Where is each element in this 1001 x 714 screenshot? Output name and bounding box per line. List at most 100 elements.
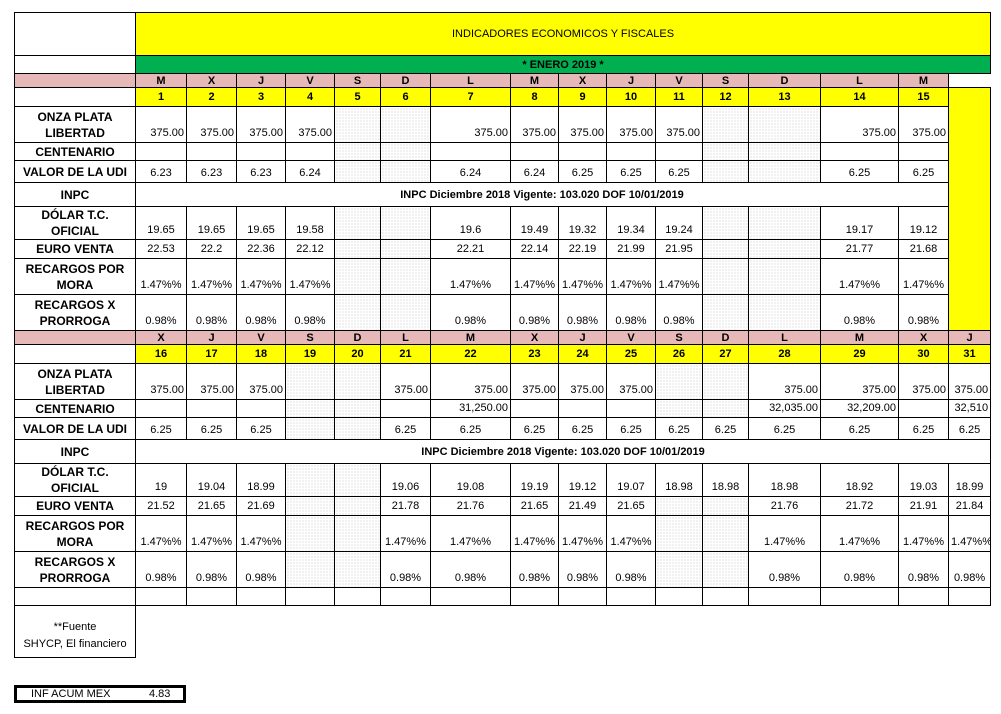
weekday-cell: V: [285, 73, 335, 88]
value-cell: 1.47%%: [606, 515, 656, 552]
weekday-cell: J: [606, 73, 656, 88]
value-cell: [380, 160, 431, 183]
value-cell: 375.00: [135, 106, 187, 143]
value-cell: 375.00: [236, 363, 286, 400]
value-cell: 0.98%: [430, 551, 511, 588]
day-number-cell: 5: [334, 87, 381, 107]
value-cell: 0.98%: [510, 551, 559, 588]
value-cell: [334, 160, 381, 183]
weekday-cell: V: [606, 330, 656, 345]
value-cell: [558, 142, 607, 161]
corner-cell: [14, 12, 136, 56]
value-cell: 19.58: [285, 206, 335, 240]
value-cell: 0.98%: [898, 551, 949, 588]
row-label-prorroga: RECARGOS X PRORROGA: [14, 294, 136, 331]
value-cell: 375.00: [285, 106, 335, 143]
value-cell: [334, 363, 381, 400]
value-cell: 19.12: [558, 463, 607, 497]
value-cell: 21.49: [558, 496, 607, 516]
value-cell: 21.76: [748, 496, 821, 516]
value-cell: 6.25: [186, 417, 237, 440]
day-number-cell: 19: [285, 344, 335, 364]
value-cell: 1.47%%: [135, 258, 187, 295]
row-label-inpc: INPC: [14, 439, 136, 464]
weekday-cell: S: [702, 73, 749, 88]
day-number-cell: 6: [380, 87, 431, 107]
value-cell: 375.00: [558, 106, 607, 143]
weekday-cell: X: [135, 330, 187, 345]
value-cell: [285, 142, 335, 161]
day-number-cell: 4: [285, 87, 335, 107]
value-cell: 21.52: [135, 496, 187, 516]
row-label-euro: EURO VENTA: [14, 239, 136, 259]
value-cell: 22.2: [186, 239, 237, 259]
value-cell: 1.47%%: [558, 258, 607, 295]
value-cell: [334, 258, 381, 295]
value-cell: 6.25: [606, 160, 656, 183]
value-cell: 18.99: [236, 463, 286, 497]
spacer-cell: [820, 587, 899, 606]
value-cell: 0.98%: [236, 294, 286, 331]
value-cell: [702, 551, 749, 588]
value-cell: [380, 206, 431, 240]
value-cell: [186, 142, 237, 161]
value-cell: 6.23: [135, 160, 187, 183]
value-cell: 19.04: [186, 463, 237, 497]
value-cell: [655, 496, 703, 516]
value-cell: [702, 239, 749, 259]
value-cell: 375.00: [236, 106, 286, 143]
value-cell: 1.47%%: [430, 515, 511, 552]
value-cell: [748, 206, 821, 240]
day-number-cell: 31: [947, 344, 992, 364]
day-number-cell: 16: [135, 344, 187, 364]
value-cell: [334, 515, 381, 552]
value-cell: [380, 142, 431, 161]
value-cell: 21.68: [898, 239, 949, 259]
value-cell: [748, 160, 821, 183]
value-cell: 0.98%: [820, 551, 899, 588]
value-cell: 6.25: [510, 417, 559, 440]
value-cell: 21.91: [898, 496, 949, 516]
value-cell: [135, 142, 187, 161]
weekday-cell: X: [898, 330, 949, 345]
value-cell: 1.47%%: [236, 258, 286, 295]
value-cell: 1.47%%: [898, 258, 949, 295]
value-cell: 0.98%: [898, 294, 949, 331]
value-cell: 18.92: [820, 463, 899, 497]
value-cell: 1.47%%: [558, 515, 607, 552]
row-label-dolar: DÓLAR T.C. OFICIAL: [14, 463, 136, 497]
value-cell: 32,035.00: [748, 399, 821, 418]
value-cell: 6.25: [820, 417, 899, 440]
value-cell: 1.47%%: [898, 515, 949, 552]
value-cell: 21.76: [430, 496, 511, 516]
value-cell: [606, 399, 656, 418]
value-cell: 0.98%: [558, 551, 607, 588]
value-cell: 6.25: [748, 417, 821, 440]
value-cell: 6.24: [285, 160, 335, 183]
value-cell: 19.03: [898, 463, 949, 497]
value-cell: 6.25: [135, 417, 187, 440]
value-cell: 6.25: [655, 417, 703, 440]
row-label-centenario: CENTENARIO: [14, 399, 136, 418]
value-cell: 375.00: [430, 363, 511, 400]
inpc-note: INPC Diciembre 2018 Vigente: 103.020 DOF…: [135, 182, 949, 207]
value-cell: [702, 160, 749, 183]
value-cell: 6.24: [510, 160, 559, 183]
value-cell: [702, 399, 749, 418]
corner-cell: [14, 55, 136, 74]
value-cell: [655, 363, 703, 400]
value-cell: 19.65: [236, 206, 286, 240]
value-cell: [334, 294, 381, 331]
value-cell: 0.98%: [186, 551, 237, 588]
value-cell: [334, 239, 381, 259]
value-cell: [380, 239, 431, 259]
value-cell: 19.06: [380, 463, 431, 497]
value-cell: [702, 515, 749, 552]
value-cell: [334, 106, 381, 143]
value-cell: 375.00: [510, 363, 559, 400]
value-cell: 0.98%: [510, 294, 559, 331]
row-label-mora: RECARGOS POR MORA: [14, 258, 136, 295]
day-number-cell: 15: [898, 87, 949, 107]
day-number-cell: 21: [380, 344, 431, 364]
spacer-cell: [655, 587, 703, 606]
